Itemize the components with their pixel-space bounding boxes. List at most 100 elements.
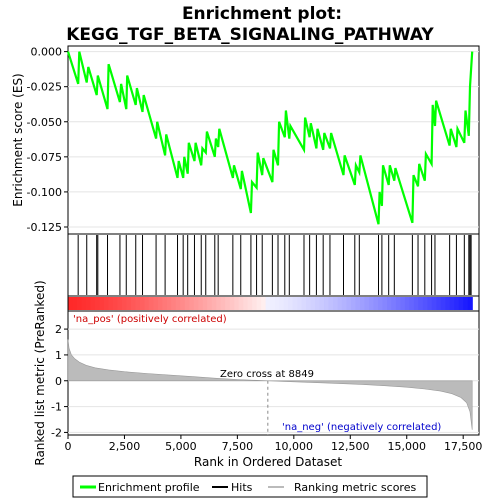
ranking-heatmap [68, 297, 473, 310]
heatmap-cell [225, 297, 230, 310]
heatmap-cell [68, 297, 73, 310]
heatmap-cell [445, 297, 450, 310]
heatmap-cell [117, 297, 122, 310]
heatmap-cell [81, 297, 86, 310]
heatmap-cell [176, 297, 181, 310]
heatmap-cell [306, 297, 311, 310]
heatmap-cell [248, 297, 253, 310]
heatmap-cell [337, 297, 342, 310]
heatmap-cell [360, 297, 365, 310]
xtick-label: 10,000 [275, 440, 314, 453]
pos-correlated-label: 'na_pos' (positively correlated) [73, 314, 227, 325]
heatmap-cell [311, 297, 316, 310]
heatmap-cell [185, 297, 190, 310]
heatmap-cell [140, 297, 145, 310]
heatmap-cell [144, 297, 149, 310]
heatmap-cell [149, 297, 154, 310]
heatmap-cell [351, 297, 356, 310]
heatmap-cell [270, 297, 275, 310]
zero-cross-label: Zero cross at 8849 [220, 369, 314, 380]
xtick-label: 7,500 [222, 440, 254, 453]
heatmap-cell [369, 297, 374, 310]
neg-correlated-label: 'na_neg' (negatively correlated) [282, 422, 441, 433]
heatmap-cell [86, 297, 91, 310]
heatmap-cell [396, 297, 401, 310]
heatmap-cell [293, 297, 298, 310]
heatmap-cell [104, 297, 109, 310]
heatmap-cell [414, 297, 419, 310]
legend-hits-label: Hits [231, 481, 253, 494]
heatmap-cell [463, 297, 468, 310]
heatmap-cell [207, 297, 212, 310]
heatmap-cell [409, 297, 414, 310]
heatmap-cell [468, 297, 473, 310]
heatmap-cell [297, 297, 302, 310]
xtick-label: 17,500 [444, 440, 483, 453]
heatmap-cell [391, 297, 396, 310]
heatmap-cell [400, 297, 405, 310]
heatmap-cell [257, 297, 262, 310]
heatmap-cell [99, 297, 104, 310]
heatmap-cell [243, 297, 248, 310]
heatmap-cell [382, 297, 387, 310]
heatmap-cell [275, 297, 280, 310]
metric-ylabel: Ranked list metric (PreRanked) [33, 280, 47, 465]
heatmap-cell [162, 297, 167, 310]
heatmap-cell [122, 297, 127, 310]
metric-ytick-label: 1 [55, 349, 62, 362]
heatmap-cell [459, 297, 464, 310]
heatmap-cell [364, 297, 369, 310]
heatmap-cell [180, 297, 185, 310]
heatmap-cell [320, 297, 325, 310]
heatmap-cell [441, 297, 446, 310]
heatmap-cell [135, 297, 140, 310]
heatmap-cell [212, 297, 217, 310]
es-ytick-label: 0.000 [31, 46, 63, 59]
heatmap-cell [95, 297, 100, 310]
heatmap-cell [324, 297, 329, 310]
heatmap-cell [333, 297, 338, 310]
heatmap-cell [423, 297, 428, 310]
legend-metric-label: Ranking metric scores [294, 481, 416, 494]
metric-ytick-label: 0 [55, 375, 62, 388]
heatmap-cell [266, 297, 271, 310]
es-ytick-label: -0.050 [27, 116, 62, 129]
heatmap-cell [252, 297, 257, 310]
metric-ytick-label: -1 [51, 401, 62, 414]
es-panel-frame [68, 46, 479, 234]
heatmap-cell [239, 297, 244, 310]
heatmap-cell [355, 297, 360, 310]
heatmap-cell [77, 297, 82, 310]
hits-panel-frame [68, 234, 479, 296]
heatmap-cell [189, 297, 194, 310]
heatmap-cell [288, 297, 293, 310]
xtick-label: 5,000 [165, 440, 197, 453]
heatmap-cell [342, 297, 347, 310]
heatmap-cell [418, 297, 423, 310]
heatmap-cell [131, 297, 136, 310]
es-ytick-label: -0.025 [27, 81, 62, 94]
heatmap-cell [167, 297, 172, 310]
heatmap-cell [158, 297, 163, 310]
es-ytick-label: -0.075 [27, 151, 62, 164]
heatmap-cell [203, 297, 208, 310]
es-ylabel: Enrichment score (ES) [11, 73, 25, 206]
heatmap-cell [373, 297, 378, 310]
heatmap-cell [234, 297, 239, 310]
heatmap-cell [216, 297, 221, 310]
chart-title-line2: KEGG_TGF_BETA_SIGNALING_PATHWAY [66, 25, 434, 45]
heatmap-cell [405, 297, 410, 310]
heatmap-cell [432, 297, 437, 310]
heatmap-cell [450, 297, 455, 310]
heatmap-cell [279, 297, 284, 310]
heatmap-cell [427, 297, 432, 310]
heatmap-cell [90, 297, 95, 310]
xtick-label: 0 [65, 440, 72, 453]
legend-enrichment-label: Enrichment profile [98, 481, 200, 494]
heatmap-cell [126, 297, 131, 310]
heatmap-cell [198, 297, 203, 310]
heatmap-cell [284, 297, 289, 310]
heatmap-cell [171, 297, 176, 310]
xtick-label: 15,000 [387, 440, 426, 453]
